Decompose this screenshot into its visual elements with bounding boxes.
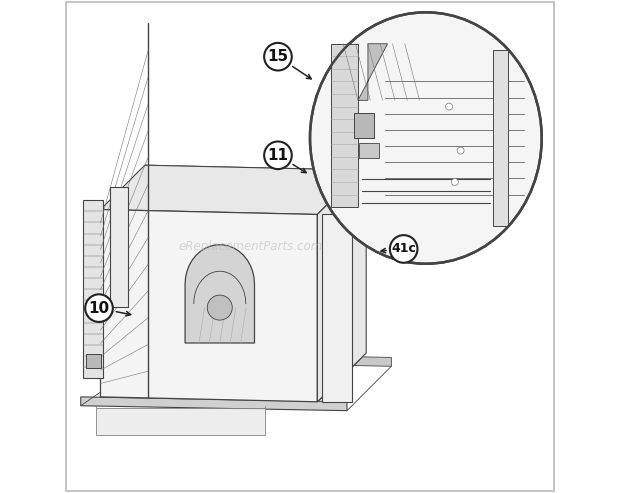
Polygon shape <box>83 200 103 378</box>
Circle shape <box>264 43 292 70</box>
Polygon shape <box>110 187 128 307</box>
Circle shape <box>446 103 453 110</box>
Polygon shape <box>95 408 265 435</box>
Ellipse shape <box>310 12 542 264</box>
Polygon shape <box>185 245 254 343</box>
Ellipse shape <box>312 15 539 261</box>
Polygon shape <box>317 170 361 402</box>
Circle shape <box>85 294 113 322</box>
Text: 41c: 41c <box>391 243 416 255</box>
Circle shape <box>264 141 292 169</box>
Polygon shape <box>145 165 361 357</box>
Circle shape <box>390 235 417 263</box>
Polygon shape <box>359 143 379 158</box>
Text: 10: 10 <box>89 301 110 316</box>
Polygon shape <box>100 352 361 402</box>
Text: eReplacementParts.com: eReplacementParts.com <box>179 240 323 253</box>
Polygon shape <box>322 214 352 402</box>
Polygon shape <box>317 166 366 402</box>
Polygon shape <box>493 50 508 226</box>
Circle shape <box>207 295 232 320</box>
Text: 15: 15 <box>267 49 288 64</box>
Polygon shape <box>145 352 391 366</box>
Polygon shape <box>354 113 374 138</box>
Circle shape <box>451 178 458 185</box>
Polygon shape <box>358 44 388 101</box>
Text: 11: 11 <box>267 148 288 163</box>
Polygon shape <box>331 44 358 207</box>
Circle shape <box>457 147 464 154</box>
Polygon shape <box>100 210 317 402</box>
Polygon shape <box>100 165 361 214</box>
Polygon shape <box>86 354 102 368</box>
Polygon shape <box>81 397 347 411</box>
